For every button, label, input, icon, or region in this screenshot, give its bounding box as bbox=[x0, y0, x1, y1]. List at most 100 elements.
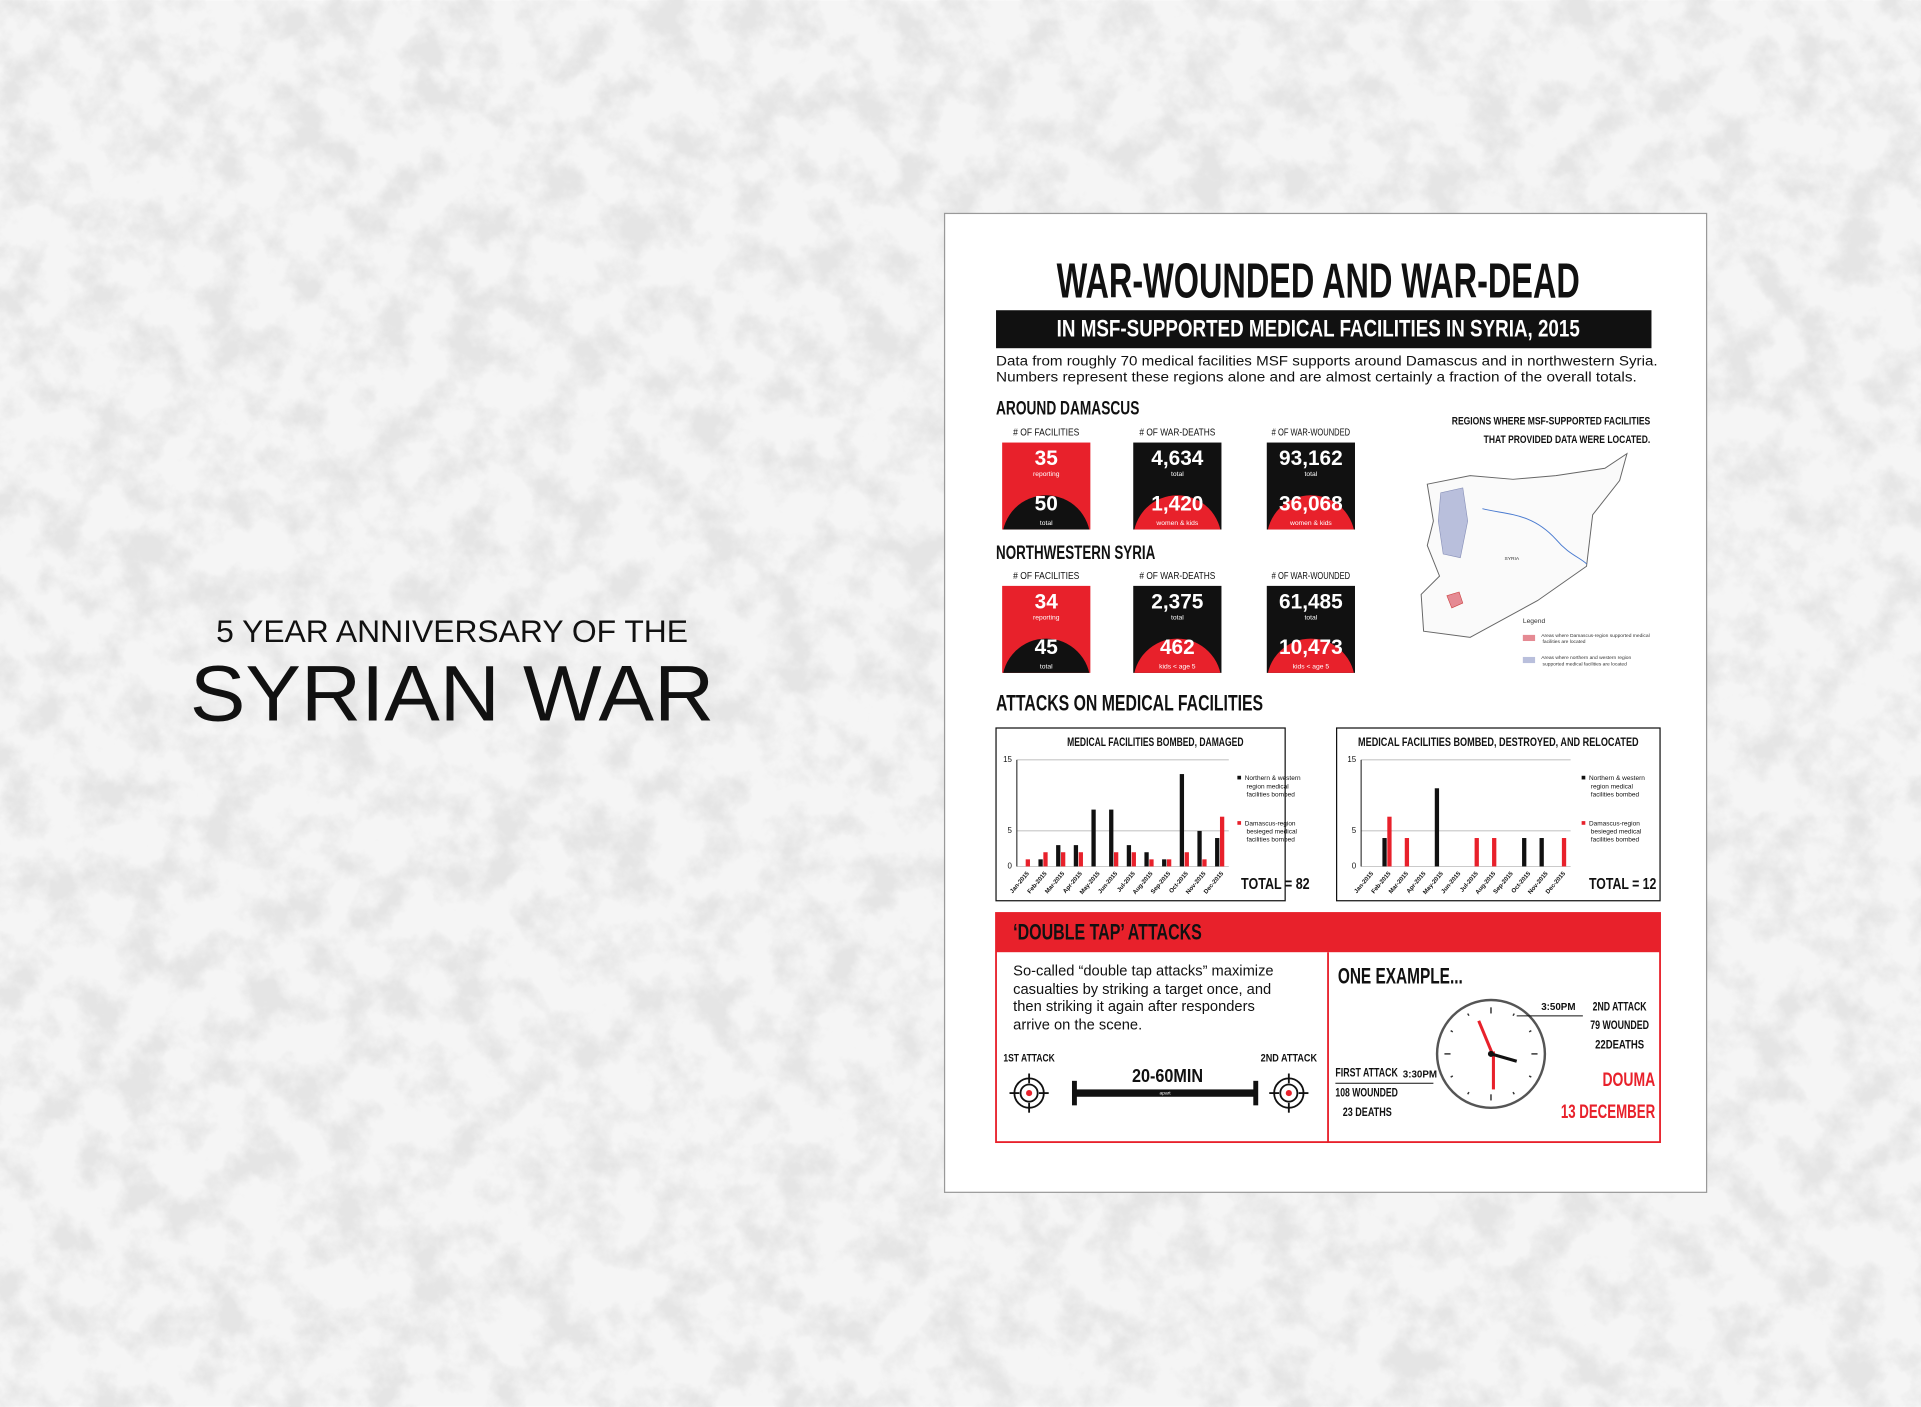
double-tap-text: So-called “double tap attacks” maximize bbox=[1013, 964, 1273, 980]
bar bbox=[1144, 852, 1149, 867]
stat-top: 61,485 bbox=[1279, 591, 1343, 614]
stat-circle bbox=[1134, 495, 1221, 530]
bar bbox=[1043, 852, 1048, 867]
bar bbox=[1434, 788, 1440, 867]
stat-top: 2,375 bbox=[1151, 591, 1203, 614]
bar bbox=[1166, 859, 1172, 867]
bar bbox=[1078, 852, 1083, 867]
intro-line: Data from roughly 70 medical facilities … bbox=[996, 352, 1658, 368]
clock-hand bbox=[1477, 1020, 1495, 1057]
map-region-north bbox=[1437, 487, 1469, 559]
legend-swatch bbox=[1581, 775, 1586, 780]
bar bbox=[1131, 852, 1136, 867]
chart-title: MEDICAL FACILITIES BOMBED, DAMAGED bbox=[1067, 735, 1244, 749]
poster-title: WAR-WOUNDED AND WAR-DEAD bbox=[1057, 254, 1580, 308]
y-tick-label: 5 bbox=[1008, 826, 1013, 835]
stat-bottom-sub: women & kids bbox=[1155, 520, 1198, 527]
bar bbox=[1091, 809, 1096, 867]
chart-annotation: TOTAL = 12 bbox=[1589, 876, 1656, 893]
double-tap-header bbox=[996, 912, 1661, 953]
stat-top: 4,634 bbox=[1151, 447, 1204, 470]
y-tick-label: 15 bbox=[1003, 755, 1012, 764]
section-title: ATTACKS ON MEDICAL FACILITIES bbox=[996, 691, 1263, 716]
stat-bottom: 1,420 bbox=[1151, 493, 1203, 516]
bar bbox=[1113, 852, 1119, 867]
attack-detail: 23 DEATHS bbox=[1343, 1105, 1392, 1119]
legend-label: Damascus-region besieged medical facilit… bbox=[1245, 820, 1297, 843]
stat-circle bbox=[1134, 638, 1221, 673]
attack-label: 1ST ATTACK bbox=[1003, 1053, 1054, 1065]
target-icon bbox=[1009, 1073, 1049, 1113]
subtitle-bar bbox=[996, 310, 1652, 349]
stat-top: 93,162 bbox=[1279, 447, 1343, 470]
stat-bottom-sub: kids < age 5 bbox=[1293, 664, 1330, 671]
bar bbox=[1126, 845, 1132, 867]
chart-frame bbox=[1336, 727, 1661, 902]
gap-bar-end bbox=[1253, 1080, 1259, 1106]
double-tap-text: casualties by striking a target once, an… bbox=[1013, 982, 1271, 998]
bar bbox=[1162, 859, 1167, 867]
stat-label: # OF FACILITIES bbox=[1013, 427, 1079, 438]
example-title: ONE EXAMPLE... bbox=[1338, 964, 1463, 989]
map-country-label: SYRIA bbox=[1504, 556, 1519, 562]
target-dot bbox=[1285, 1090, 1292, 1097]
stat-top-sub: reporting bbox=[1033, 615, 1060, 622]
stat-top-sub: total bbox=[1305, 615, 1318, 622]
clock-pin bbox=[1487, 1050, 1495, 1057]
map-region-damascus bbox=[1446, 591, 1464, 609]
stat-top-sub: total bbox=[1305, 471, 1318, 478]
stat-label: # OF WAR-DEATHS bbox=[1139, 571, 1215, 582]
double-tap-text: arrive on the scene. bbox=[1013, 1018, 1142, 1034]
bar bbox=[1179, 774, 1185, 867]
time-label: 3:30PM bbox=[1403, 1069, 1437, 1080]
stat-bottom-sub: kids < age 5 bbox=[1159, 664, 1196, 671]
bar bbox=[1492, 838, 1497, 867]
attack-label: 2ND ATTACK bbox=[1261, 1053, 1317, 1065]
stat-bottom-sub: total bbox=[1040, 664, 1053, 671]
stat-label: # OF FACILITIES bbox=[1013, 571, 1079, 582]
chart-frame bbox=[995, 727, 1286, 902]
gap-note: apart bbox=[1160, 1090, 1172, 1096]
bar bbox=[1539, 838, 1544, 867]
bar bbox=[1109, 809, 1114, 867]
y-tick-label: 5 bbox=[1352, 826, 1357, 835]
map-legend-label: Areas where northern and western region … bbox=[1541, 655, 1631, 667]
y-tick-label: 15 bbox=[1347, 755, 1356, 764]
example-place: DOUMA bbox=[1602, 1069, 1655, 1091]
clock-tick bbox=[1467, 1091, 1470, 1095]
map-legend-title: Legend bbox=[1523, 618, 1546, 625]
bar bbox=[1219, 816, 1225, 867]
gap-bar bbox=[1074, 1089, 1256, 1097]
bar bbox=[1038, 859, 1043, 867]
stat-top-sub: total bbox=[1171, 471, 1184, 478]
legend-label: Northern & western region medical facili… bbox=[1589, 775, 1645, 798]
clock-tick bbox=[1528, 1029, 1532, 1033]
bar bbox=[1073, 845, 1079, 867]
attack-detail: 22DEATHS bbox=[1595, 1038, 1644, 1052]
stat-circle bbox=[1003, 638, 1090, 673]
legend-label: Damascus-region besieged medical facilit… bbox=[1589, 820, 1641, 843]
chart-title: MEDICAL FACILITIES BOMBED, DESTROYED, AN… bbox=[1358, 735, 1639, 749]
map-legend-swatch bbox=[1522, 656, 1536, 664]
chart-annotation: TOTAL = 82 bbox=[1241, 876, 1310, 893]
clock-tick bbox=[1450, 1029, 1454, 1033]
attack-detail: 108 WOUNDED bbox=[1335, 1085, 1398, 1099]
poster-subtitle: IN MSF-SUPPORTED MEDICAL FACILITIES IN S… bbox=[1057, 315, 1580, 342]
double-tap-text: then striking it again after responders bbox=[1013, 999, 1255, 1015]
gap-bar-end bbox=[1071, 1080, 1077, 1106]
bar bbox=[1202, 859, 1207, 867]
map-country bbox=[1420, 452, 1628, 638]
bar bbox=[1474, 838, 1479, 867]
attack-detail: FIRST ATTACK bbox=[1335, 1066, 1398, 1080]
stat-bottom: 36,068 bbox=[1279, 493, 1343, 516]
stat-label: # OF WAR-DEATHS bbox=[1139, 427, 1215, 438]
stat-bottom-sub: total bbox=[1040, 520, 1053, 527]
bar bbox=[1215, 838, 1220, 867]
bar bbox=[1056, 845, 1061, 867]
clock-tick bbox=[1467, 1013, 1470, 1017]
clock-tick bbox=[1512, 1013, 1515, 1017]
stat-circle bbox=[1267, 495, 1354, 530]
stat-bottom: 50 bbox=[1035, 493, 1058, 516]
